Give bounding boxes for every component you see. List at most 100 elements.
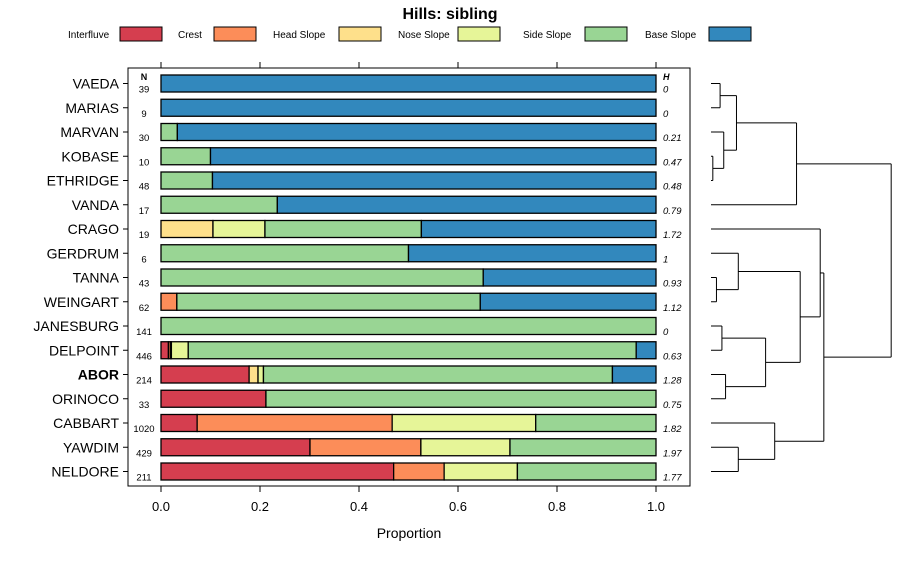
n-label: 62 xyxy=(139,303,150,314)
h-label: 0.21 xyxy=(663,133,682,144)
bar-segment-side-slope xyxy=(535,413,657,433)
legend-swatch-crest xyxy=(213,26,257,42)
bar-segment-nose-slope xyxy=(212,219,266,239)
h-label: 1.82 xyxy=(663,424,682,435)
h-label: 0.48 xyxy=(663,182,682,193)
bar-segment-side-slope xyxy=(187,341,637,360)
n-label: 33 xyxy=(139,400,150,411)
n-label: 214 xyxy=(136,376,152,387)
bar-segment-nose-slope xyxy=(391,413,537,433)
dendrogram xyxy=(711,83,892,472)
legend-swatch-nose-slope xyxy=(457,26,501,42)
h-label: 0.79 xyxy=(663,206,682,217)
n-label: 43 xyxy=(139,279,150,290)
bar-segment-side-slope xyxy=(160,171,214,190)
category-label: ORINOCO xyxy=(52,391,119,407)
category-label: ETHRIDGE xyxy=(47,173,119,189)
x-tick-label: 1.0 xyxy=(647,499,665,514)
n-label: 19 xyxy=(139,230,150,241)
bar-segment-base-slope xyxy=(482,268,657,287)
bar-row-ethridge xyxy=(160,171,657,190)
bar-row-kobase xyxy=(160,147,657,166)
n-label: 6 xyxy=(141,254,146,265)
category-label: ABOR xyxy=(78,367,119,383)
category-label: NELDORE xyxy=(51,464,119,480)
n-label: 1020 xyxy=(133,424,154,435)
x-tick-label: 0.4 xyxy=(350,499,368,514)
bar-segment-base-slope xyxy=(635,341,657,360)
n-label: 211 xyxy=(136,473,151,484)
bar-segment-interfluve xyxy=(160,413,198,433)
bar-segment-crest xyxy=(196,413,393,433)
h-label: 1.97 xyxy=(663,448,682,459)
bar-segment-base-slope xyxy=(479,292,657,311)
bar-segment-side-slope xyxy=(160,268,484,287)
bar-row-vanda xyxy=(160,195,657,214)
bar-segment-side-slope xyxy=(160,244,410,263)
category-label: JANESBURG xyxy=(33,318,119,334)
legend-label-side-slope: Side Slope xyxy=(523,30,572,41)
bar-segment-nose-slope xyxy=(257,365,265,384)
bar-segment-side-slope xyxy=(160,195,278,214)
bar-segment-crest xyxy=(392,462,445,481)
bar-segment-interfluve xyxy=(160,438,311,457)
bar-segment-side-slope xyxy=(176,292,481,311)
category-label: VAEDA xyxy=(73,76,120,92)
bar-row-gerdrum xyxy=(160,244,657,263)
bar-segment-side-slope xyxy=(160,316,657,336)
n-label: 141 xyxy=(136,327,152,338)
bar-segment-base-slope xyxy=(160,74,657,93)
legend-swatch-interfluve xyxy=(119,26,163,42)
bar-row-vaeda xyxy=(160,74,657,93)
category-label: KOBASE xyxy=(61,148,119,164)
bar-row-yawdim xyxy=(160,438,657,457)
category-label: TANNA xyxy=(73,270,120,286)
bar-segment-side-slope xyxy=(160,147,212,166)
h-header: H xyxy=(663,72,670,82)
x-axis: 0.0 0.2 0.4 0.6 0.8 1.0 xyxy=(152,62,665,514)
bar-row-abor xyxy=(160,365,657,384)
category-label: WEINGART xyxy=(44,294,120,310)
x-tick-label: 0.6 xyxy=(449,499,467,514)
category-label: MARVAN xyxy=(60,124,119,140)
bar-row-orinoco xyxy=(160,389,657,408)
bar-row-weingart xyxy=(160,292,657,311)
chart-title: Hills: sibling xyxy=(402,6,497,23)
bar-segment-base-slope xyxy=(160,98,657,117)
category-label: DELPOINT xyxy=(49,342,119,358)
h-label: 1.28 xyxy=(663,376,682,387)
bar-segment-side-slope xyxy=(264,219,423,239)
h-label: 0.63 xyxy=(663,351,682,362)
legend-swatch-head-slope xyxy=(338,26,382,42)
bar-row-marvan xyxy=(160,122,657,142)
bar-row-delpoint xyxy=(160,341,657,360)
bar-segment-crest xyxy=(160,292,178,311)
bar-row-marias xyxy=(160,98,657,117)
bar-segment-base-slope xyxy=(209,147,657,166)
bar-segment-side-slope xyxy=(509,438,657,457)
bar-segment-interfluve xyxy=(160,389,267,408)
legend-label-crest: Crest xyxy=(178,30,202,41)
h-label: 0 xyxy=(663,109,669,120)
legend-swatch-side-slope xyxy=(584,26,628,42)
bar-segment-nose-slope xyxy=(170,341,189,360)
bar-segment-crest xyxy=(309,438,422,457)
bar-row-cabbart xyxy=(160,413,657,433)
n-label: 9 xyxy=(141,109,146,120)
h-label: 0.47 xyxy=(663,157,682,168)
x-axis-label: Proportion xyxy=(377,525,442,541)
n-label: 30 xyxy=(139,133,150,144)
bar-row-crago xyxy=(160,219,657,239)
category-label: YAWDIM xyxy=(63,439,119,455)
x-tick-label: 0.0 xyxy=(152,499,170,514)
y-axis: VAEDA MARIAS MARVAN KOBASE ETHRIDGE VANDA CRAG… xyxy=(33,76,128,480)
n-label: 446 xyxy=(136,351,152,362)
h-label: 1 xyxy=(663,254,668,265)
n-label: 39 xyxy=(139,85,150,96)
legend-swatch-base-slope xyxy=(708,26,752,42)
n-label: 48 xyxy=(139,182,150,193)
bar-segment-base-slope xyxy=(611,365,657,384)
legend-label-head-slope: Head Slope xyxy=(273,30,326,41)
